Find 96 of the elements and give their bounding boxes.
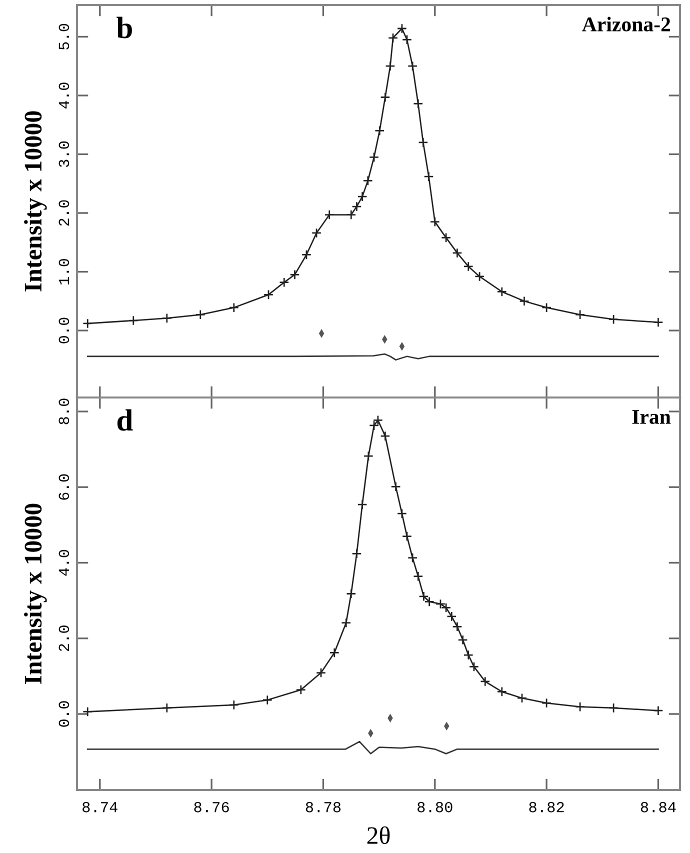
point: [458, 634, 468, 645]
point: [396, 23, 408, 34]
x-axis-title: 2θ: [367, 826, 390, 844]
y-tick-label: 3.0: [58, 141, 70, 168]
point: [413, 98, 424, 109]
point: [390, 482, 401, 492]
point: [541, 302, 552, 313]
point: [263, 290, 274, 300]
point: [463, 261, 474, 272]
y-tick-label: 0.0: [58, 318, 70, 344]
point: [424, 171, 434, 182]
point: [228, 700, 239, 710]
point: [346, 210, 356, 220]
point: [396, 508, 408, 519]
line-series: [86, 740, 659, 754]
point: [362, 176, 373, 186]
point: [368, 152, 380, 162]
point: [279, 277, 290, 288]
point: [430, 216, 440, 227]
y-tick-label: 4.0: [58, 82, 70, 108]
y-tick-label: 4.0: [58, 550, 70, 576]
point: [352, 548, 362, 559]
x-tick-label: 8.80: [418, 802, 452, 812]
y-tick-label: 8.0: [58, 398, 70, 424]
point: [128, 315, 138, 326]
point: [290, 270, 300, 280]
point: [82, 706, 93, 717]
point: [516, 693, 528, 704]
y-tick-label: 2.0: [58, 626, 70, 652]
y-tick-label: 0.0: [58, 701, 70, 727]
x-tick-label: 8.76: [194, 802, 229, 812]
annotation: Arizona-2: [582, 16, 670, 32]
point: [195, 310, 206, 320]
y-axis-title: Intensity x 10000: [24, 504, 47, 684]
point: [452, 248, 462, 258]
point: [316, 668, 326, 678]
point: [452, 622, 462, 632]
point: [162, 313, 172, 324]
point: [363, 451, 374, 462]
point: [440, 602, 452, 613]
point: [352, 201, 362, 212]
point: [385, 61, 396, 72]
y-tick-label: 1.0: [58, 258, 70, 284]
point: [329, 648, 340, 658]
x-tick-label: 8.84: [640, 802, 676, 812]
point: [413, 571, 424, 582]
point: [440, 232, 452, 243]
y-tick-label: 6.0: [58, 474, 70, 500]
annotation: Iran: [632, 410, 671, 424]
point: [380, 92, 390, 102]
x-tick-label: 8.74: [82, 802, 118, 812]
point: [519, 296, 530, 306]
point: [324, 210, 334, 220]
point: [82, 318, 93, 329]
point: [435, 598, 446, 610]
y-tick-label: 2.0: [58, 200, 70, 226]
point: [407, 61, 418, 72]
point: [301, 250, 312, 260]
point: [262, 694, 272, 706]
point: [357, 191, 368, 202]
point: [541, 698, 552, 708]
point: [653, 317, 664, 328]
point: [388, 32, 398, 43]
y-tick-label: 5.0: [58, 24, 70, 50]
point: [480, 676, 490, 687]
point: [402, 531, 412, 542]
point: [228, 302, 239, 313]
point: [463, 650, 474, 660]
annotation: d: [117, 409, 133, 431]
point: [346, 588, 356, 599]
y-axis-title: Intensity x 10000: [24, 111, 47, 292]
point: [311, 228, 322, 238]
point: [296, 684, 306, 695]
point: [418, 137, 428, 148]
point: [374, 126, 385, 136]
point: [468, 662, 480, 672]
point: [162, 702, 172, 714]
point: [407, 552, 418, 563]
point: [418, 591, 429, 602]
annotation: b: [116, 16, 132, 38]
point: [341, 618, 352, 628]
point: [496, 286, 507, 297]
point: [446, 611, 457, 622]
x-tick-label: 8.78: [306, 802, 341, 812]
x-tick-label: 8.82: [529, 802, 564, 812]
point: [608, 314, 619, 324]
point: [357, 499, 368, 510]
point: [380, 430, 390, 442]
point: [574, 310, 586, 320]
point: [496, 686, 507, 697]
point: [424, 596, 434, 607]
point: [474, 271, 485, 282]
point: [653, 706, 664, 716]
point: [574, 702, 586, 712]
point: [608, 702, 619, 714]
point: [402, 34, 412, 45]
